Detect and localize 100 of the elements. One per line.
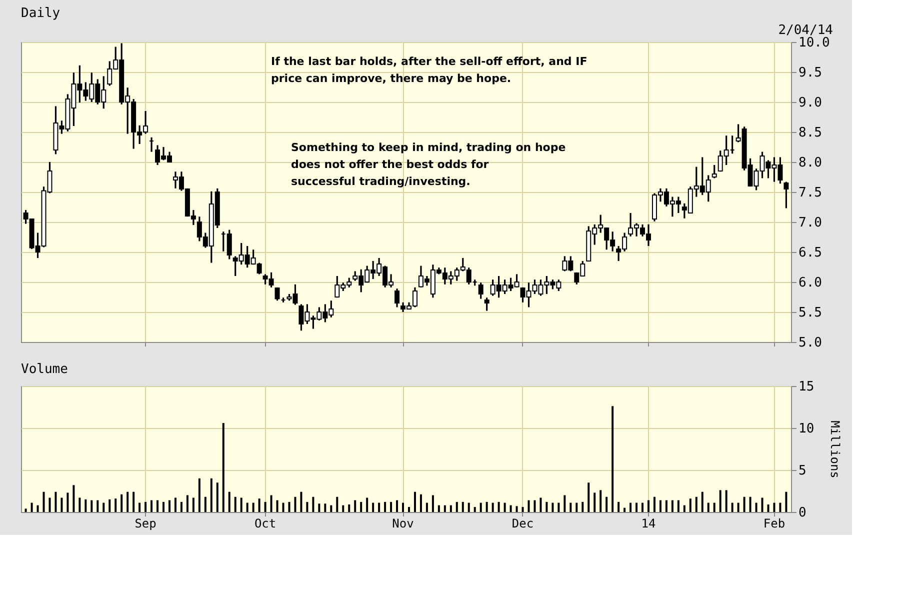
bar xyxy=(546,502,548,512)
bar xyxy=(606,496,608,512)
bar xyxy=(42,492,45,512)
bar xyxy=(612,406,614,512)
y-tick-label: 8.0 xyxy=(798,156,822,170)
bar xyxy=(456,502,458,512)
bar xyxy=(216,482,218,512)
bar xyxy=(120,494,123,512)
bar xyxy=(240,498,242,512)
bar xyxy=(210,478,212,512)
bar xyxy=(342,505,344,512)
bar xyxy=(372,502,374,512)
bar xyxy=(695,496,698,512)
bar xyxy=(582,502,584,512)
candlestick xyxy=(712,164,717,179)
bar xyxy=(90,500,93,512)
bar xyxy=(653,496,656,512)
bar xyxy=(66,492,69,512)
bar xyxy=(701,492,704,512)
x-tick-label: Oct xyxy=(254,516,276,530)
bar xyxy=(402,502,404,512)
bar xyxy=(354,500,356,512)
bar xyxy=(156,500,159,512)
bar xyxy=(192,498,194,512)
y-tick-label: 6.0 xyxy=(798,276,822,290)
candlestick xyxy=(394,288,400,308)
bar xyxy=(725,490,728,512)
y-tick-label: 8.5 xyxy=(798,126,822,140)
bar xyxy=(779,502,782,512)
bar xyxy=(312,496,314,512)
bar xyxy=(773,502,776,512)
bar xyxy=(647,500,650,512)
bar xyxy=(480,502,482,512)
bar xyxy=(348,504,350,512)
bar xyxy=(510,505,512,512)
bar xyxy=(570,502,572,512)
bar xyxy=(731,502,734,512)
bar xyxy=(180,502,182,512)
y-tick-label: 5.5 xyxy=(798,306,822,320)
candlestick xyxy=(484,296,490,312)
bar xyxy=(468,502,470,512)
y-tick-label: 6.5 xyxy=(798,246,822,260)
bar xyxy=(114,498,117,512)
bar xyxy=(72,485,75,512)
bar xyxy=(204,496,206,512)
bar xyxy=(438,505,440,512)
bar xyxy=(414,492,416,512)
bar xyxy=(360,502,362,512)
bar xyxy=(432,495,434,512)
bar xyxy=(420,494,422,512)
bar xyxy=(761,498,764,512)
bar xyxy=(270,495,272,512)
bar xyxy=(588,482,590,512)
bar xyxy=(552,502,554,512)
bar xyxy=(246,502,248,512)
bar xyxy=(96,500,99,512)
bar xyxy=(150,500,153,512)
bar xyxy=(600,490,602,512)
x-tick-label: Feb xyxy=(763,516,786,530)
bar xyxy=(48,498,51,512)
bar xyxy=(755,502,758,512)
bar xyxy=(390,502,392,512)
y-tick-label: 5.0 xyxy=(798,336,822,350)
y-tick-label: 10.0 xyxy=(798,36,830,50)
bar xyxy=(426,502,428,512)
bar xyxy=(162,502,165,512)
bar xyxy=(102,502,105,512)
y-tick-label: 7.0 xyxy=(798,216,822,230)
bar xyxy=(642,502,644,512)
bar xyxy=(665,500,668,512)
bar xyxy=(743,496,746,512)
bar xyxy=(336,496,338,512)
chart-title: Daily xyxy=(21,6,60,21)
bar xyxy=(594,492,596,512)
y-tick-label: 0 xyxy=(798,506,806,520)
bar xyxy=(144,502,147,512)
bar xyxy=(108,499,111,512)
bar xyxy=(198,478,200,512)
bar xyxy=(174,498,176,512)
bar xyxy=(324,504,326,512)
bar xyxy=(671,500,674,512)
text: 2/04/14 xyxy=(778,23,834,38)
bar xyxy=(749,496,752,512)
x-tick-label: Dec xyxy=(512,516,534,530)
bar xyxy=(276,500,278,512)
annotation: Something to keep in mind, trading on hope does not offer the best odds for successful trading/investing. xyxy=(291,141,566,188)
bar xyxy=(444,505,446,512)
bar xyxy=(576,502,578,512)
x-tick-label: Nov xyxy=(392,516,414,530)
bar xyxy=(330,505,332,512)
bar xyxy=(132,492,135,512)
y-tick-label: 9.0 xyxy=(798,96,822,110)
bar xyxy=(126,492,129,512)
bar xyxy=(234,496,236,512)
bar xyxy=(498,502,500,512)
bar xyxy=(516,506,518,512)
bar xyxy=(534,500,536,512)
bar xyxy=(78,498,81,512)
bar xyxy=(564,495,566,512)
bar xyxy=(288,502,290,512)
